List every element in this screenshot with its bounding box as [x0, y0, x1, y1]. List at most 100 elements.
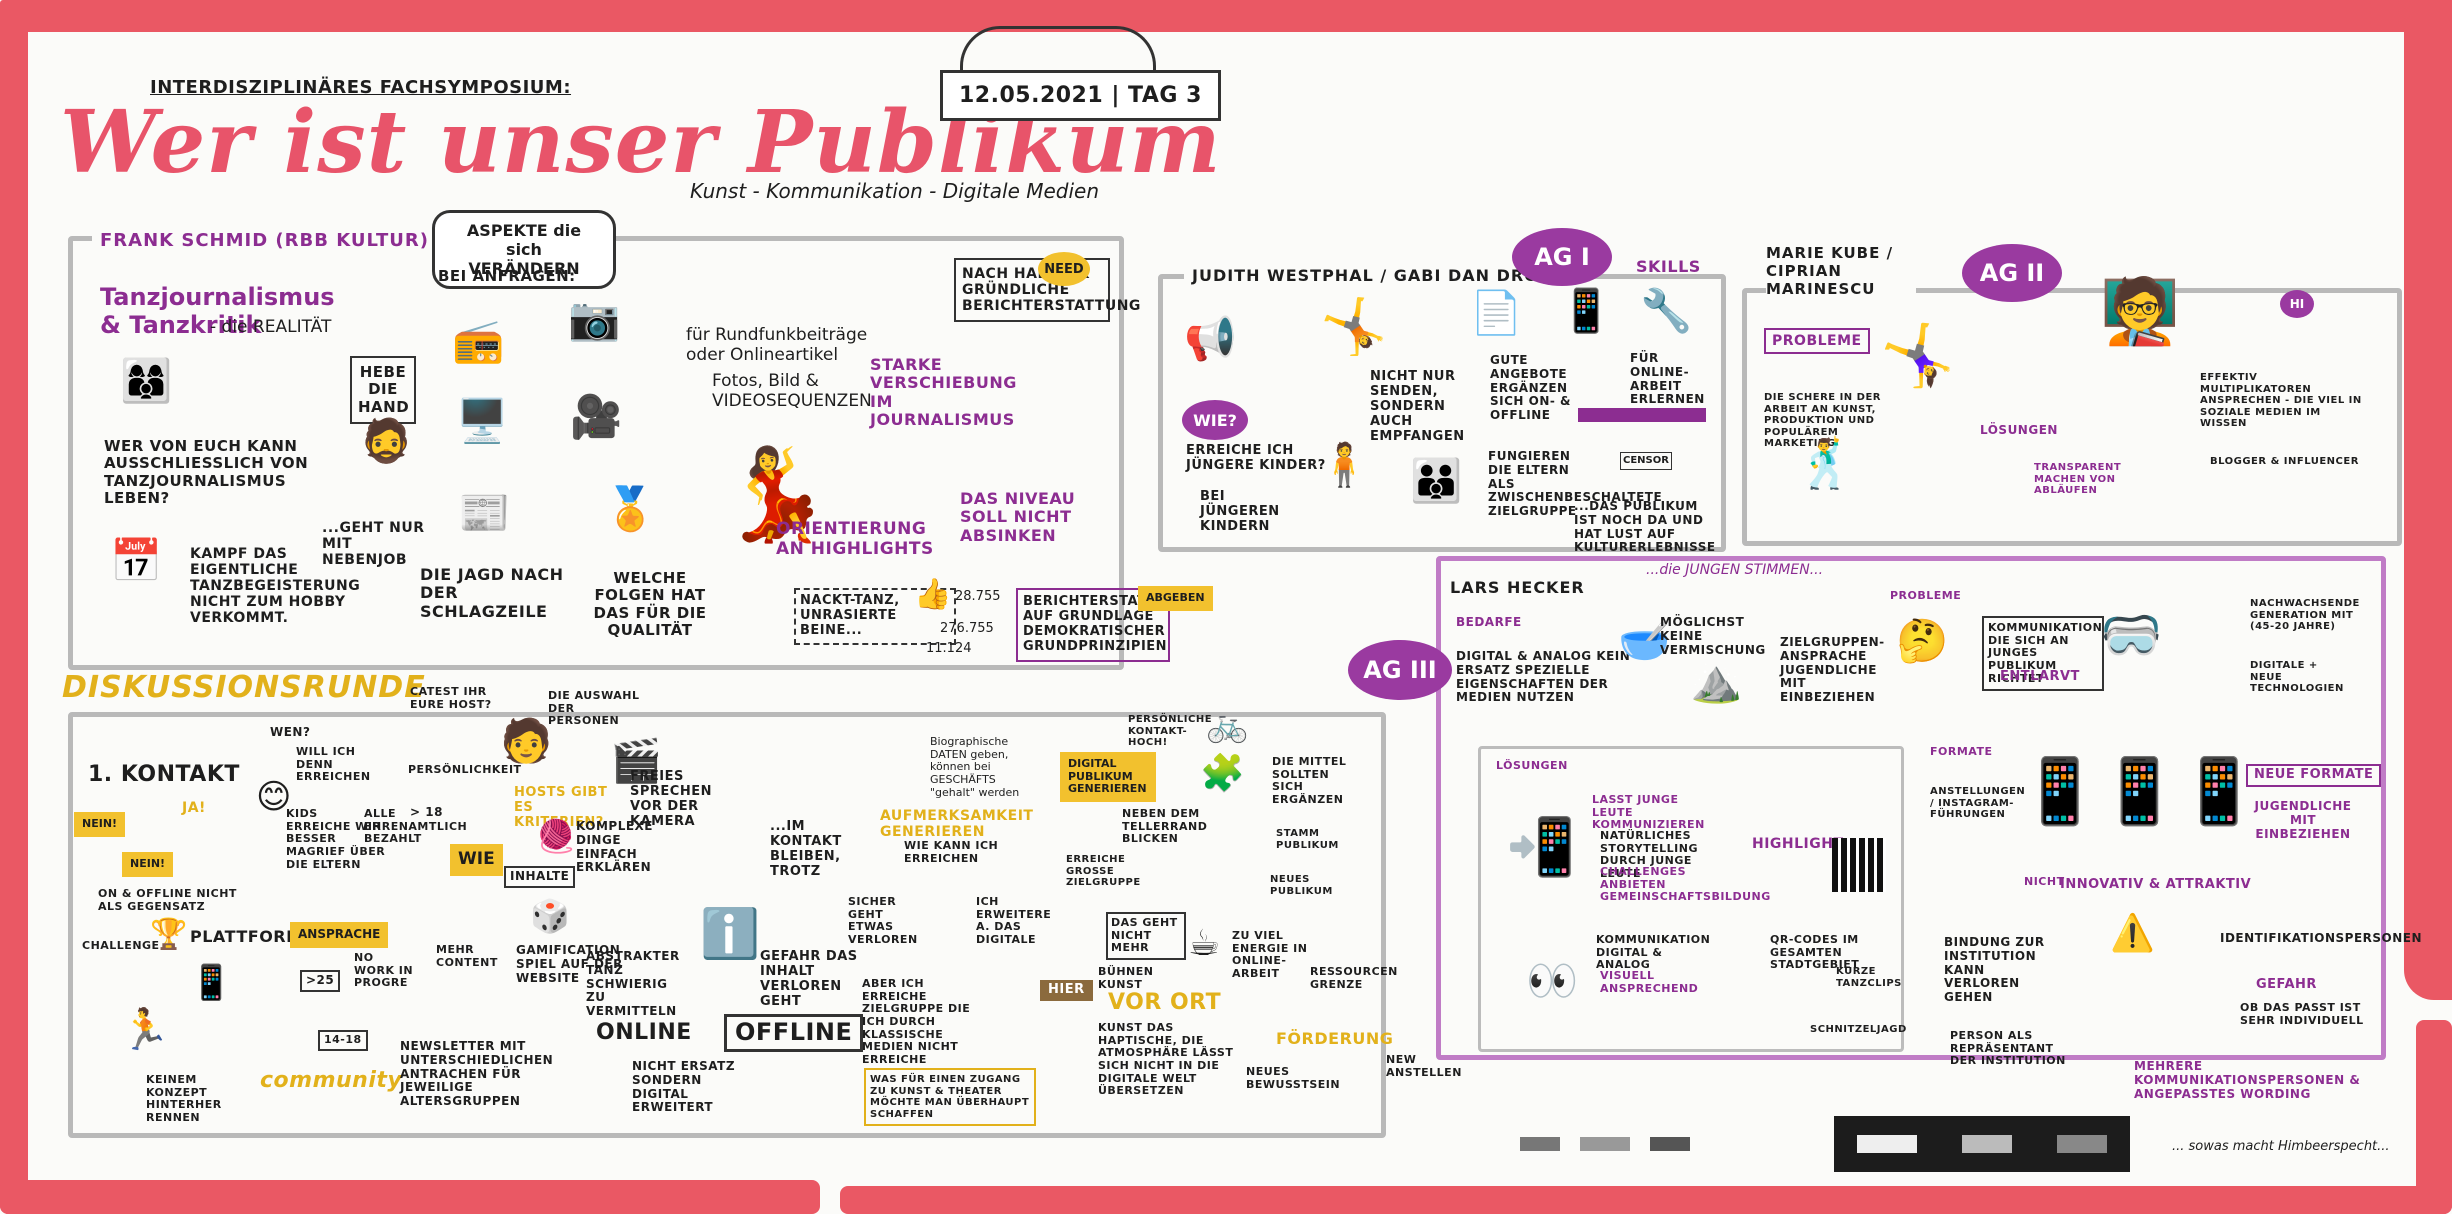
- himbeerspecht-credit: ... sowas macht Himbeerspecht...: [2172, 1139, 2390, 1154]
- logo-gov-icon: [1520, 1137, 1560, 1151]
- radio-articles-label: für Rundfunkbeiträge oder Onlineartikel: [686, 325, 868, 365]
- likes-count-1: 28.755: [955, 589, 1001, 604]
- smartphones-icon: 📱📱📱: [2020, 755, 2260, 829]
- child-icon: 🧍: [1318, 440, 1371, 489]
- calendar-icon: 📅: [110, 536, 163, 585]
- person-thinking-icon: 🤔: [1896, 616, 1949, 665]
- new-audience-label: NEUES PUBLIKUM: [1270, 874, 1333, 897]
- how-reach-label: WIE KANN ICH ERREICHEN: [904, 839, 999, 865]
- attention-label: AUFMERKSAMKEIT GENERIEREN: [880, 808, 1034, 841]
- challenges-label: CHALLENGES ANBIETEN GEMEINSCHAFTSBILDUNG: [1600, 865, 1771, 904]
- bicycle-icon: 🚲: [1206, 705, 1249, 745]
- swiss-knife-icon: 🔧: [1640, 286, 1693, 335]
- info-icon: ℹ️: [700, 906, 760, 962]
- more-content-label: MEHR CONTENT: [436, 943, 498, 969]
- thumbs-up-icon: 👍: [914, 577, 952, 612]
- date-hanger-icon: [960, 26, 1156, 73]
- awareness-label: NEUES BEWUSSTSEIN: [1246, 1065, 1341, 1091]
- highlight-label: HIGHLIGHT: [1752, 836, 1844, 852]
- qr-label: QR-CODES im gesamten Stadtgebiet: [1770, 933, 1860, 972]
- community-label: community: [260, 1068, 403, 1093]
- complex-label: Komplexe Dinge einfach erklären: [576, 819, 653, 875]
- subtitle: Kunst - Kommunikation - Digitale Medien: [690, 179, 1100, 203]
- personal-contact-label: PERSÖNLICHE KONTAKT-HOCH!: [1128, 714, 1213, 748]
- offline-label: OFFLINE: [724, 1014, 864, 1052]
- hier-sign: HIER: [1040, 980, 1093, 1001]
- challenge-label: CHALLENGE: [82, 939, 160, 952]
- host-person-icon: 🧑: [500, 716, 553, 765]
- lars-solutions-label: LÖSUNGEN: [1496, 759, 1568, 772]
- binding-label: BINDUNG zur INSTITUTION kann verloren ge…: [1944, 935, 2045, 1005]
- no-concept-label: KEINEM KONZEPT HINTERHER RENNEN: [146, 1073, 222, 1124]
- panel-marie: [1742, 288, 2402, 546]
- phone-figure-icon: 📲: [1506, 815, 1576, 880]
- ehrenamt-label: ALLE EHRENAMTLICH bezahlt: [364, 807, 468, 846]
- extend-label: ICH ERWEITERE a. DAS DIGITALE: [976, 895, 1052, 946]
- digital-audience-badge: DIGITAL PUBLIKUM GENERIEREN: [1060, 752, 1156, 802]
- lars-problems-label: PROBLEME: [1890, 589, 1962, 602]
- blogger-label: BLOGGER & INFLUENCER: [2210, 456, 2359, 467]
- yarn-icon: 🧶: [536, 817, 576, 855]
- free-speech-label: FREIES SPRECHEN VOR DER KAMERA: [630, 769, 712, 829]
- persona-label: PERSÖNLICHKEIT: [408, 763, 522, 776]
- censor-label: CENSOR: [1620, 452, 1672, 470]
- insta-label: ANSTELLUNGEN / INSTAGRAM-FÜHRUNGEN: [1930, 786, 2026, 820]
- not-anymore-label: DAS GEHT NICHT MEHR: [1106, 912, 1186, 960]
- stage-art-label: BÜHNEN KUNST: [1098, 965, 1154, 991]
- presenter-icon: 🧑‍🏫: [2100, 275, 2180, 349]
- effect-label: EFFEKTIV MULTIPLIKATOREN ANSPRECHEN - DI…: [2200, 372, 2362, 429]
- access-question: Was für einen Zugang zu Kunst & Theater …: [864, 1068, 1036, 1126]
- hi-bubble: HI: [2280, 290, 2314, 318]
- marie-problems-label: PROBLEME: [1764, 328, 1870, 355]
- inhalte-label: INHALTE: [504, 866, 576, 888]
- wen-label: WEN?: [270, 725, 311, 739]
- kids-label: Kids erreiche wir besser MAGRIEF über di…: [286, 807, 386, 871]
- young-voices-label: ...die JUNGEN STIMMEN...: [1640, 562, 1830, 579]
- fit-label: ob das passt ist sehr individuell: [2240, 1001, 2364, 1027]
- logo-federal-icon: [1580, 1137, 1630, 1151]
- first-contact-label: 1. KONTAKT: [88, 762, 240, 787]
- studio-logo-icon: [2057, 1135, 2108, 1153]
- innovative-label: INNOVATIV & ATTRAKTIV: [2060, 877, 2252, 892]
- onoff-label: ON & OFFLINE NICHT ALS GEGENSATZ: [98, 887, 237, 913]
- nein-badge-2: NEIN!: [122, 852, 174, 877]
- offers-label: GUTE ANGEBOTE ERGÄNZEN SICH ON- & OFFLIN…: [1490, 353, 1572, 423]
- regulars-label: STAMM PUBLIKUM: [1276, 828, 1339, 851]
- frame-right-bottom: [2416, 1020, 2452, 1214]
- not-replacement-label: NICHT ERSATZ SONDERN DIGITAL ERWEITERT: [632, 1059, 736, 1115]
- requests-label: BEI ANFRAGEN:: [438, 267, 576, 285]
- sponsor-logo-bar: [1834, 1116, 2130, 1172]
- vor-ort-label: VOR ORT: [1108, 990, 1222, 1015]
- wie-badge: WIE: [450, 844, 503, 876]
- new-staff-label: NEW ANSTELLEN: [1386, 1053, 1462, 1079]
- analog-label: KOMMUNIKATION DIGITAL & ANALOG: [1596, 933, 1711, 972]
- family-icon: 👪: [1410, 456, 1463, 505]
- ag1-bubble: AG I: [1512, 228, 1612, 286]
- needs-label: BEDARFE: [1456, 615, 1522, 629]
- qr-code: [1832, 838, 1886, 892]
- digital-tech-label: DIGITALE + NEUE TECHNOLOGIEN: [2250, 660, 2344, 694]
- skills-label: SKILLS: [1636, 257, 1701, 276]
- panel-discussion: [68, 712, 1386, 1138]
- ansprache-badge: ANSPRACHE: [290, 922, 389, 948]
- panel-lars-solutions: [1478, 746, 1904, 1052]
- plattform-label: PLATTFORM: [190, 927, 303, 946]
- nowork-label: No WORK in PROGRE: [354, 951, 414, 990]
- camera-icon: 📷: [568, 294, 621, 343]
- will-label: will ich denn erreichen: [296, 745, 371, 784]
- frame-right: [2404, 0, 2452, 1000]
- marie-name: MARIE KUBE / CIPRIAN MARINESCU: [1766, 244, 1916, 298]
- fight-label: KAMPF das eigentliche TANZBEGEISTERUNG n…: [190, 546, 361, 627]
- frame-top: [0, 0, 2452, 32]
- needs-text: DIGITAL & ANALOG kein ERSATZ SPEZIELLE E…: [1456, 649, 1631, 705]
- youth-label: JUGENDLICHE MIT EINBEZIEHEN: [2254, 799, 2352, 841]
- photos-label: Fotos, Bild & VIDEOSEQUENZEN: [712, 371, 872, 411]
- young-people-label: LASST JUNGE LEUTE KOMMUNIZIEREN: [1592, 793, 1705, 832]
- likes-count-2: 276.755: [940, 621, 994, 636]
- visual-label: VISUELL ANSPRECHEND: [1600, 969, 1699, 995]
- consequences-label: WELCHE FOLGEN HAT DAS FÜR DIE QUALITÄT: [593, 569, 707, 639]
- abstract-label: Abstrakter Tanz schwierig zu vermitteln: [586, 949, 680, 1019]
- ja-label: JA!: [182, 800, 206, 816]
- target-group-label: ABER ICH ERREICHE ZIELGRUPPE die ich dur…: [862, 977, 971, 1066]
